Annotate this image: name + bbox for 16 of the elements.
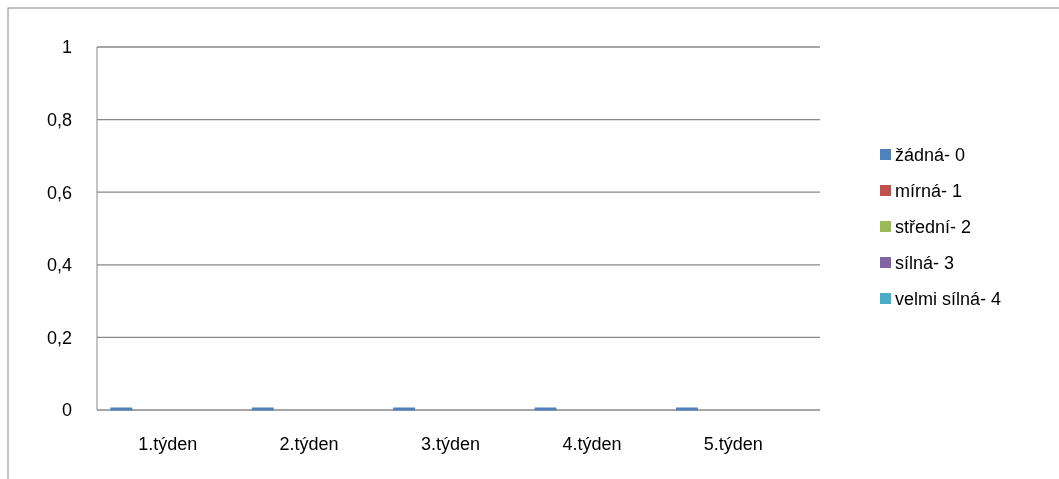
y-tick-label: 0,8 xyxy=(46,109,72,130)
legend-label: mírná- 1 xyxy=(895,181,963,202)
y-tick-label: 1 xyxy=(61,37,72,58)
x-tick-label: 1.týden xyxy=(138,434,198,454)
y-tick-label: 0,4 xyxy=(46,255,72,276)
y-tick-label: 0 xyxy=(61,400,72,421)
legend-label: sílná- 3 xyxy=(895,253,955,274)
legend-label: velmi sílná- 4 xyxy=(895,289,1002,310)
legend-label: žádná- 0 xyxy=(895,145,966,166)
x-tick-label: 4.týden xyxy=(562,434,622,454)
x-tick-label: 3.týden xyxy=(420,434,481,454)
y-tick-label: 0,2 xyxy=(46,327,72,348)
x-tick-label: 2.týden xyxy=(279,434,339,454)
x-tick-label: 5.týden xyxy=(703,434,763,454)
legend-label: střední- 2 xyxy=(895,217,972,238)
y-tick-label: 0,6 xyxy=(46,182,72,203)
